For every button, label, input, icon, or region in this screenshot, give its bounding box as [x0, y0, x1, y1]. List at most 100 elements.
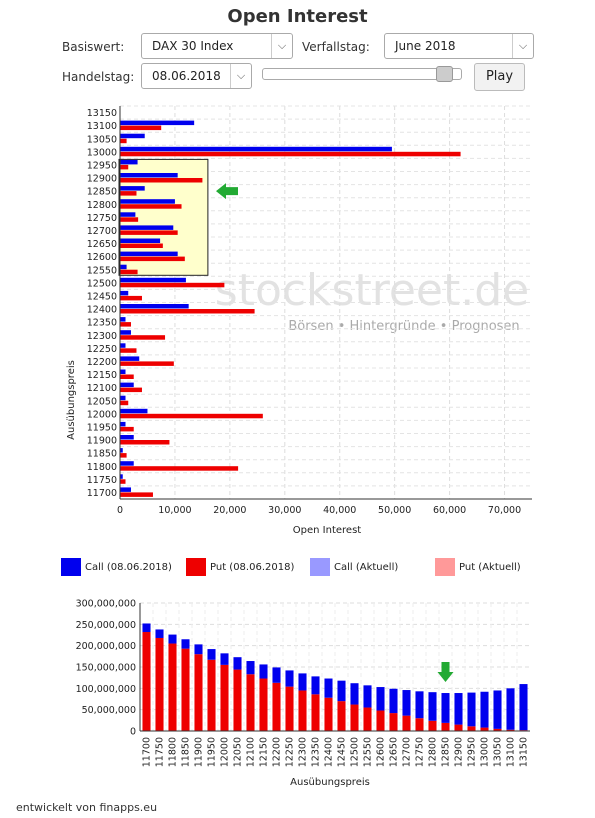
call-bar	[120, 212, 136, 217]
y-tick-label: 11950	[87, 422, 117, 433]
x-tick-label: 11800	[168, 737, 179, 767]
put-bar	[120, 178, 203, 183]
call-bar	[402, 690, 411, 716]
call-bar	[120, 421, 126, 427]
basiswert-value: DAX 30 Index	[152, 39, 234, 53]
put-bar	[506, 729, 515, 731]
x-tick-label: 11950	[207, 737, 218, 767]
put-bar	[120, 335, 166, 340]
call-bar	[233, 657, 242, 670]
date-slider-track[interactable]	[262, 68, 462, 80]
x-tick-label: 12100	[246, 737, 257, 767]
verfallstag-value: June 2018	[395, 39, 456, 53]
put-bar	[389, 713, 398, 731]
x-tick-label: 11750	[155, 737, 166, 767]
y-tick-label: 300,000,000	[76, 599, 136, 610]
y-tick-label: 12700	[87, 226, 117, 237]
y-tick-label: 13100	[87, 121, 117, 132]
put-bar	[207, 659, 216, 731]
handelstag-select[interactable]: 08.06.2018 ⌵	[141, 63, 252, 89]
call-bar	[168, 634, 177, 644]
put-bar	[120, 217, 139, 222]
x-tick-label: 11700	[142, 737, 153, 767]
put-bar	[415, 718, 424, 731]
call-bar	[467, 692, 476, 727]
put-bar	[120, 426, 134, 432]
y-tick-label: 12550	[87, 265, 117, 276]
put-bar	[168, 643, 177, 731]
call-bar	[120, 487, 131, 492]
call-bar	[120, 304, 189, 309]
y-tick-label: 12150	[87, 370, 117, 381]
legend-swatch	[61, 558, 81, 576]
put-bar	[120, 387, 142, 393]
put-bar	[376, 710, 385, 731]
call-bar	[194, 644, 203, 655]
x-tick-label: 12300	[298, 737, 309, 767]
put-bar	[142, 632, 151, 731]
handelstag-label: Handelstag:	[62, 70, 135, 84]
put-bar	[120, 374, 134, 379]
put-bar	[493, 728, 502, 731]
call-bar	[120, 146, 392, 152]
x-tick-label: 12450	[337, 737, 348, 767]
y-tick-label: 12800	[87, 200, 117, 211]
x-tick-label: 50,000	[378, 505, 411, 516]
put-bar	[120, 204, 182, 209]
verfallstag-label: Verfallstag:	[302, 40, 370, 54]
handelstag-value: 08.06.2018	[152, 69, 221, 83]
call-bar	[220, 653, 229, 665]
y-tick-label: 12000	[87, 409, 117, 420]
call-bar	[120, 448, 123, 453]
legend-label: Call (Aktuell)	[334, 562, 399, 573]
put-bar	[120, 230, 178, 235]
call-bar	[350, 683, 359, 705]
call-bar	[120, 369, 126, 374]
call-bar	[120, 225, 174, 230]
y-tick-label: 12400	[87, 305, 117, 316]
call-bar	[120, 173, 178, 178]
put-bar	[120, 413, 263, 419]
y-tick-label: 12100	[87, 383, 117, 394]
put-bar	[454, 724, 463, 731]
x-tick-label: 12000	[220, 737, 231, 767]
put-bar	[246, 674, 255, 731]
put-bar	[337, 701, 346, 731]
call-bar	[120, 317, 126, 322]
x-tick-label: 40,000	[323, 505, 356, 516]
play-button[interactable]: Play	[474, 63, 525, 91]
y-tick-label: 50,000,000	[82, 705, 136, 716]
x-tick-label: 60,000	[433, 505, 466, 516]
x-tick-label: 12550	[363, 737, 374, 767]
x-tick-label: 12350	[311, 737, 322, 767]
call-bar	[389, 688, 398, 714]
basiswert-select[interactable]: DAX 30 Index ⌵	[141, 33, 293, 59]
put-bar	[120, 492, 153, 497]
x-tick-label: 12650	[389, 737, 400, 767]
y-tick-label: 12450	[87, 291, 117, 302]
y-tick-label: 100,000,000	[76, 684, 136, 695]
date-slider-handle[interactable]	[435, 66, 453, 82]
call-bar	[376, 687, 385, 711]
put-bar	[120, 440, 170, 445]
call-bar	[120, 120, 195, 126]
put-bar	[194, 654, 203, 731]
x-tick-label: 12400	[324, 737, 335, 767]
x-tick-label: 12700	[402, 737, 413, 767]
put-bar	[350, 704, 359, 731]
arrow-left-icon	[216, 183, 238, 200]
put-bar	[441, 722, 450, 731]
call-bar	[120, 330, 131, 335]
x-tick-label: 0	[117, 505, 123, 516]
put-bar	[311, 694, 320, 731]
call-bar	[441, 693, 450, 723]
legend-swatch	[186, 558, 206, 576]
verfallstag-select[interactable]: June 2018 ⌵	[384, 33, 534, 59]
x-tick-label: 30,000	[268, 505, 301, 516]
x-axis-label-2: Ausübungspreis	[290, 777, 370, 788]
call-bar	[120, 435, 134, 440]
x-axis-label: Open Interest	[293, 525, 362, 536]
call-bar	[120, 186, 145, 191]
put-bar	[363, 707, 372, 731]
y-tick-label: 12050	[87, 396, 117, 407]
